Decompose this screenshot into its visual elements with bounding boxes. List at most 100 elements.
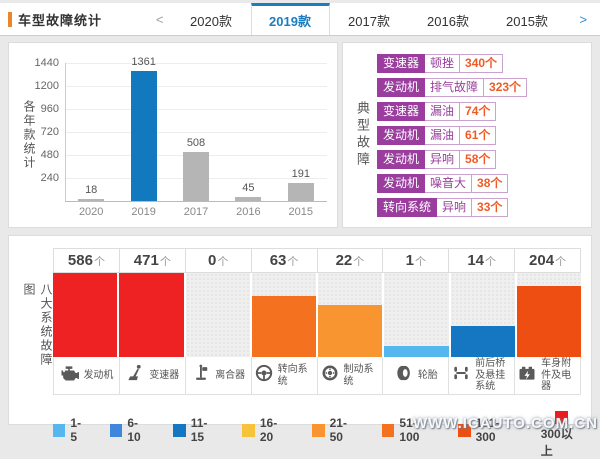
watermark: WWW.ICAUTO.COM.CN <box>412 415 598 432</box>
x-axis-label: 2016 <box>236 206 261 218</box>
bar-value-label: 1361 <box>131 56 156 68</box>
count-unit: 个 <box>217 255 229 268</box>
count-unit: 个 <box>287 255 299 268</box>
count-cell-变速器: 471 个 <box>119 248 186 273</box>
count-value: 63 <box>269 252 287 269</box>
fault-item[interactable]: 发动机 排气故障 323个 <box>377 78 528 97</box>
x-axis-line <box>65 201 327 202</box>
system-bar-制动系统 <box>318 304 383 357</box>
year-bar-2016 <box>235 197 262 201</box>
systems-fault-panel: 八大系统故障图 586 个 471 个 0 个 63 个 22 个 1 个 14 个 204 个发动机 变速器离… <box>8 235 592 458</box>
legend-swatch <box>173 423 186 437</box>
system-label-车身附件及电器: 车身附件及电器 <box>515 357 581 395</box>
next-years-arrow[interactable]: > <box>579 11 588 27</box>
steering-wheel-icon <box>254 363 274 388</box>
bar-cell-制动系统 <box>318 273 385 357</box>
count-value: 204 <box>529 252 555 269</box>
fault-count: 38个 <box>472 174 509 193</box>
tab-2019款[interactable]: 2019款 <box>250 3 330 35</box>
fault-system-chip: 发动机 <box>377 150 426 169</box>
axle-suspension-icon <box>451 363 471 388</box>
fault-item[interactable]: 发动机 噪音大 38个 <box>377 174 509 193</box>
count-cell-车身附件及电器: 204 个 <box>515 248 581 273</box>
system-label-离合器: 离合器 <box>185 357 252 395</box>
system-label-转向系统: 转向系统 <box>251 357 318 395</box>
system-label-前后桥及悬挂系统: 前后桥及悬挂系统 <box>449 357 516 395</box>
system-bar-车身附件及电器 <box>516 285 581 357</box>
fault-item[interactable]: 发动机 漏油 61个 <box>377 126 497 145</box>
yearly-bar-chart: 1440 1200 960 720 480 240 18 2020 1361 2019 508 201… <box>9 43 337 227</box>
legend-swatch <box>381 423 395 437</box>
y-gridline <box>65 86 327 87</box>
count-value: 586 <box>67 252 93 269</box>
system-label-制动系统: 制动系统 <box>317 357 384 395</box>
fault-item[interactable]: 发动机 异响 58个 <box>377 150 497 169</box>
count-cell-发动机: 586 个 <box>53 248 120 273</box>
fault-item[interactable]: 变速器 漏油 74个 <box>377 102 497 121</box>
brake-disc-icon <box>320 363 340 388</box>
fault-name-chip: 异响 <box>425 150 461 169</box>
x-axis-label: 2019 <box>131 206 156 218</box>
year-bar-2019 <box>130 71 157 201</box>
system-bar-转向系统 <box>251 295 316 357</box>
fault-name-chip: 噪音大 <box>425 174 473 193</box>
title-accent-bar <box>8 11 12 27</box>
systems-label-row: 发动机 变速器 离合器 转向系统 制动系统 轮胎 前后桥及悬挂系统 车身附件及电器 <box>53 357 581 395</box>
bar-value-label: 45 <box>242 182 255 194</box>
fault-system-chip: 发动机 <box>377 126 426 145</box>
fault-count: 61个 <box>460 126 497 145</box>
system-bar-轮胎 <box>384 346 449 357</box>
fault-system-chip: 变速器 <box>377 102 426 121</box>
bar-cell-前后桥及悬挂系统 <box>450 273 517 357</box>
count-value: 14 <box>467 252 485 269</box>
bar-value-label: 191 <box>291 168 310 180</box>
system-label-变速器: 变速器 <box>119 357 186 395</box>
legend-label: 6-10 <box>127 416 141 444</box>
count-unit: 个 <box>159 255 171 268</box>
y-axis-tick: 720 <box>40 126 59 138</box>
bar-cell-发动机 <box>53 273 120 357</box>
y-axis-tick: 1200 <box>34 80 59 92</box>
bar-cell-离合器 <box>185 273 252 357</box>
system-bar-前后桥及悬挂系统 <box>450 325 515 357</box>
count-cell-制动系统: 22 个 <box>317 248 384 273</box>
tab-2017款[interactable]: 2017款 <box>348 14 390 29</box>
fault-count: 323个 <box>484 78 528 97</box>
fault-system-chip: 发动机 <box>377 174 426 193</box>
yearly-chart-title: 各年款统计 <box>22 100 36 170</box>
systems-chart-title: 八大系统故障图 <box>22 283 53 367</box>
bar-value-label: 18 <box>85 184 98 196</box>
battery-icon <box>517 363 537 388</box>
tab-2020款[interactable]: 2020款 <box>190 14 232 29</box>
legend-swatch <box>555 411 569 424</box>
systems-bar-chart: 586 个 471 个 0 个 63 个 22 个 1 个 14 个 204 个发动机 变速器 离合器 转向系统 制动… <box>53 248 581 395</box>
legend-swatch <box>53 423 66 437</box>
fault-item[interactable]: 转向系统 异响 33个 <box>377 198 509 217</box>
count-unit: 个 <box>414 255 426 268</box>
tab-2015款[interactable]: 2015款 <box>506 14 548 29</box>
fault-system-chip: 发动机 <box>377 78 426 97</box>
fault-item[interactable]: 变速器 顿挫 340个 <box>377 54 504 73</box>
typical-faults-list: 变速器 顿挫 340个 发动机 排气故障 323个 变速器 漏油 74个 发动机 漏油 61个 发动机异… <box>377 54 528 217</box>
legend-label: 16-20 <box>259 416 278 444</box>
fault-name-chip: 排气故障 <box>425 78 485 97</box>
gearshift-icon <box>125 363 145 388</box>
count-unit: 个 <box>555 255 567 268</box>
system-label-text: 制动系统 <box>343 364 374 387</box>
legend-item-6-10: 6-10 <box>109 406 150 454</box>
systems-count-row: 586 个 471 个 0 个 63 个 22 个 1 个 14 个 204 个 <box>53 248 581 273</box>
year-bar-2017 <box>183 152 209 201</box>
count-cell-前后桥及悬挂系统: 14 个 <box>449 248 516 273</box>
bar-cell-车身附件及电器 <box>516 273 581 357</box>
fault-name-chip: 异响 <box>437 198 473 217</box>
tab-2016款[interactable]: 2016款 <box>427 14 469 29</box>
bar-cell-变速器 <box>119 273 186 357</box>
prev-years-arrow[interactable]: < <box>155 11 164 27</box>
fault-name-chip: 漏油 <box>425 102 461 121</box>
page-title: 车型故障统计 <box>18 12 103 28</box>
legend-item-16-20: 16-20 <box>242 406 289 454</box>
legend-item-11-15: 11-15 <box>173 406 219 454</box>
bar-cell-转向系统 <box>251 273 318 357</box>
clutch-icon <box>191 363 211 388</box>
